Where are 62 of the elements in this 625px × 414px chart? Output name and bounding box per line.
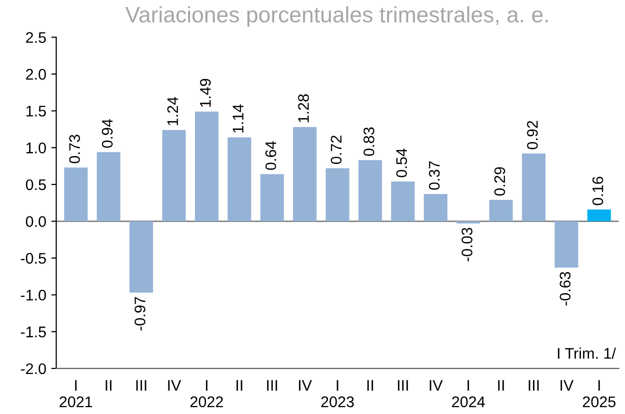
data-label: 1.24 bbox=[167, 97, 178, 126]
data-label: 0.29 bbox=[494, 167, 506, 196]
bar bbox=[326, 168, 350, 222]
y-tick-label: 1.0 bbox=[26, 142, 46, 154]
data-label: 1.49 bbox=[200, 78, 211, 107]
bar bbox=[522, 154, 546, 222]
data-label: 0.94 bbox=[102, 119, 113, 148]
data-label: 1.14 bbox=[232, 104, 244, 133]
bar bbox=[424, 194, 448, 222]
x-tick-label: III bbox=[136, 380, 146, 391]
bar bbox=[228, 137, 252, 222]
data-label: 0.37 bbox=[428, 161, 440, 190]
bar bbox=[489, 200, 513, 222]
data-label: 0.72 bbox=[330, 136, 342, 164]
x-tick-label: I 2025 bbox=[582, 380, 616, 408]
bar bbox=[587, 209, 611, 222]
y-tick-label: 2.0 bbox=[26, 68, 46, 80]
y-tick-label: 2.5 bbox=[26, 32, 46, 43]
x-tick-label: I 2024 bbox=[452, 380, 485, 408]
x-tick-label: II bbox=[106, 380, 112, 391]
data-label: 1.28 bbox=[298, 94, 309, 122]
chart-title: Variaciones porcentuales trimestrales, a. e. bbox=[125, 6, 548, 27]
bar bbox=[554, 221, 578, 268]
x-tick-label: I 2023 bbox=[321, 380, 354, 408]
y-tick-label: 1.5 bbox=[26, 106, 46, 117]
x-tick-label: IV bbox=[298, 380, 312, 391]
x-tick-label: III bbox=[528, 380, 539, 391]
x-tick-label: IV bbox=[430, 380, 443, 391]
bar bbox=[358, 160, 382, 222]
y-tick-label: -2.0 bbox=[20, 363, 46, 374]
annotation: I Trim. 1/ bbox=[558, 348, 616, 359]
data-label: 0.54 bbox=[396, 148, 408, 178]
bar bbox=[194, 112, 218, 222]
bar bbox=[64, 168, 88, 222]
bar bbox=[130, 221, 154, 293]
data-label: -0.63 bbox=[560, 272, 571, 306]
data-label: 0.83 bbox=[363, 127, 374, 156]
y-tick-label: 0.0 bbox=[26, 216, 46, 227]
x-tick-label: IV bbox=[168, 380, 182, 391]
data-label: -0.97 bbox=[134, 297, 146, 330]
y-tick-label: -1.5 bbox=[20, 326, 46, 338]
x-tick-label: II bbox=[236, 380, 242, 391]
x-tick-label: III bbox=[398, 380, 408, 391]
data-label: -0.03 bbox=[462, 228, 472, 262]
data-label: 0.92 bbox=[527, 120, 538, 150]
x-tick-label: IV bbox=[560, 380, 574, 391]
bar bbox=[96, 152, 120, 222]
data-label: 0.64 bbox=[265, 141, 276, 170]
y-tick-label: -0.5 bbox=[20, 252, 46, 264]
x-tick-label: II bbox=[498, 380, 504, 391]
y-tick-label: -1.0 bbox=[20, 290, 46, 301]
x-tick-label: II bbox=[367, 380, 374, 391]
x-tick-label: I 2022 bbox=[190, 380, 223, 408]
x-tick-label: I 2021 bbox=[60, 380, 92, 408]
bar bbox=[391, 182, 415, 222]
bar bbox=[162, 130, 186, 222]
y-tick-label: 0.5 bbox=[26, 179, 46, 190]
data-label: 0.73 bbox=[69, 134, 80, 164]
bar bbox=[293, 127, 317, 222]
x-tick-label: III bbox=[267, 380, 278, 391]
bar bbox=[260, 174, 284, 222]
data-label: 0.16 bbox=[592, 176, 604, 206]
